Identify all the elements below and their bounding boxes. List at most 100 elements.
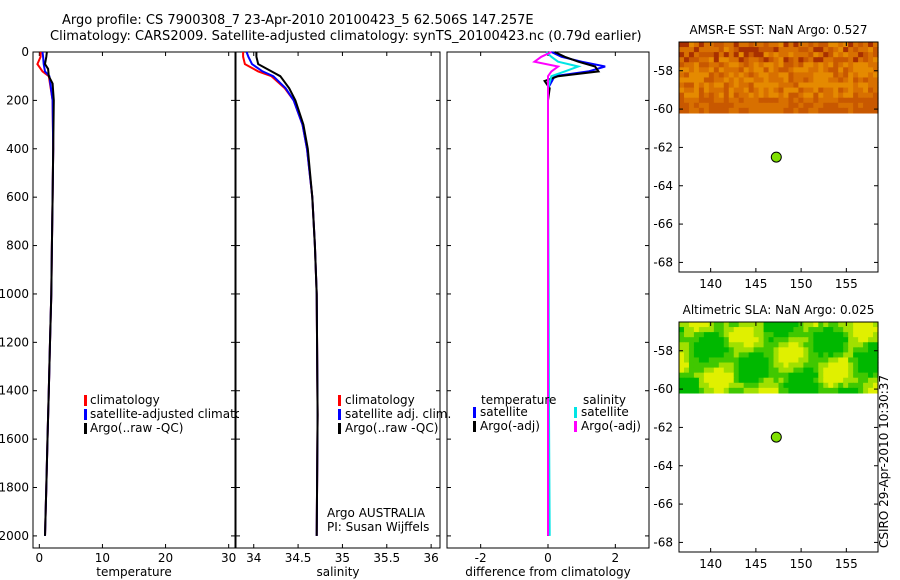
sst-heatmap-cell [718, 92, 725, 99]
sla-heatmap-cell [753, 342, 760, 348]
sst-heatmap-cell [783, 42, 790, 48]
sst-heatmap-cell [703, 57, 710, 63]
sla-heatmap-cell [868, 337, 874, 343]
sla-heatmap-cell [828, 342, 834, 348]
sst-heatmap-cell [828, 67, 834, 73]
sst-heatmap-cell [743, 82, 750, 89]
sst-heatmap-cell [788, 72, 795, 79]
sst-heatmap-cell [793, 57, 799, 63]
sst-heatmap-cell [833, 107, 839, 114]
sst-heatmap-cell [688, 42, 695, 48]
sla-heatmap-cell [758, 367, 765, 374]
sst-heatmap-cell [738, 62, 745, 68]
salinity-legend-label: climatology [345, 393, 415, 407]
sla-heatmap-cell [763, 352, 770, 359]
sst-heatmap-cell [798, 57, 804, 63]
sla-heatmap-cell [768, 332, 775, 338]
sst-heatmap-cell [853, 102, 859, 109]
sst-heatmap-cell [863, 82, 869, 89]
sst-heatmap-cell [698, 47, 705, 53]
sla-heatmap-cell [873, 327, 879, 333]
sla-heatmap-cell [803, 372, 809, 379]
sla-heatmap-cell [808, 342, 814, 348]
sla-heatmap-cell [848, 357, 854, 364]
sla-heatmap-cell [808, 327, 814, 333]
sla-heatmap-cell [778, 387, 785, 394]
sst-heatmap-cell [693, 57, 700, 63]
sla-heatmap-cell [783, 367, 790, 374]
sla-heatmap-cell [679, 362, 685, 369]
sst-heatmap-cell [763, 102, 770, 109]
sla-heatmap-cell [758, 337, 765, 343]
sla-heatmap-cell [788, 327, 795, 333]
sla-heatmap-cell [679, 357, 685, 364]
sst-heatmap-cell [698, 102, 705, 109]
sst-heatmap-cell [788, 77, 795, 84]
sst-heatmap-cell [753, 67, 760, 73]
sst-heatmap-cell [818, 62, 824, 68]
sst-map-ytick-label: -68 [653, 255, 673, 269]
sla-heatmap-cell [843, 337, 849, 343]
sla-heatmap-cell [738, 327, 745, 333]
sst-heatmap-cell [783, 57, 790, 63]
sla-heatmap-cell [843, 362, 849, 369]
sla-heatmap-cell [778, 337, 785, 343]
sla-heatmap-cell [773, 362, 780, 369]
sla-heatmap-cell [813, 352, 819, 359]
sst-heatmap-cell [853, 82, 859, 89]
sst-heatmap-cell [808, 107, 814, 114]
sla-heatmap-cell [703, 387, 710, 394]
sst-heatmap-cell [818, 42, 824, 48]
sst-heatmap-cell [758, 107, 765, 114]
sst-heatmap-cell [733, 87, 740, 94]
sla-heatmap-cell [793, 377, 799, 384]
sla-heatmap-cell [783, 337, 790, 343]
sst-heatmap-cell [833, 47, 839, 53]
sla-heatmap-cell [743, 352, 750, 359]
sst-heatmap-cell [758, 42, 765, 48]
sst-heatmap-cell [793, 77, 799, 84]
sst-heatmap-cell [773, 47, 780, 53]
sla-heatmap-cell [718, 327, 725, 333]
temperature-legend-label: climatology [90, 393, 160, 407]
sla-heatmap-cell [838, 327, 844, 333]
sla-heatmap-cell [868, 377, 874, 384]
sla-heatmap-cell [753, 362, 760, 369]
sla-heatmap-cell [768, 322, 775, 328]
sla-heatmap-cell [728, 347, 735, 353]
sla-heatmap-cell [783, 372, 790, 379]
sst-heatmap-cell [763, 82, 770, 89]
sla-heatmap-cell [853, 382, 859, 389]
difference-xtick-label: 2 [612, 551, 620, 565]
sst-heatmap-cell [868, 42, 874, 48]
sla-heatmap-cell [788, 372, 795, 379]
sst-heatmap-cell [873, 82, 879, 89]
sla-heatmap-cell [818, 387, 824, 394]
sla-heatmap-cell [788, 377, 795, 384]
sst-heatmap-cell [783, 72, 790, 79]
sst-heatmap-cell [788, 82, 795, 89]
sst-heatmap-cell [858, 62, 864, 68]
sla-heatmap-cell [723, 347, 730, 353]
sla-heatmap-cell [843, 347, 849, 353]
sst-heatmap-cell [863, 102, 869, 109]
sst-heatmap-cell [683, 102, 690, 109]
sst-heatmap-cell [848, 57, 854, 63]
sst-heatmap-cell [748, 107, 755, 114]
sst-heatmap-cell [788, 102, 795, 109]
sla-heatmap-cell [858, 347, 864, 353]
sla-heatmap-cell [679, 387, 685, 394]
sla-heatmap-cell [703, 342, 710, 348]
sla-heatmap-cell [778, 322, 785, 328]
sla-heatmap-cell [703, 352, 710, 359]
sla-heatmap-cell [828, 387, 834, 394]
sla-heatmap-cell [713, 357, 720, 364]
sst-heatmap-cell [683, 77, 690, 84]
sla-heatmap-cell [763, 387, 770, 394]
salinity-legend-swatch [338, 423, 341, 434]
sla-heatmap-cell [738, 332, 745, 338]
sst-heatmap-cell [758, 62, 765, 68]
sla-heatmap-cell [788, 362, 795, 369]
sla-heatmap-cell [748, 372, 755, 379]
sst-heatmap-cell [733, 52, 740, 58]
